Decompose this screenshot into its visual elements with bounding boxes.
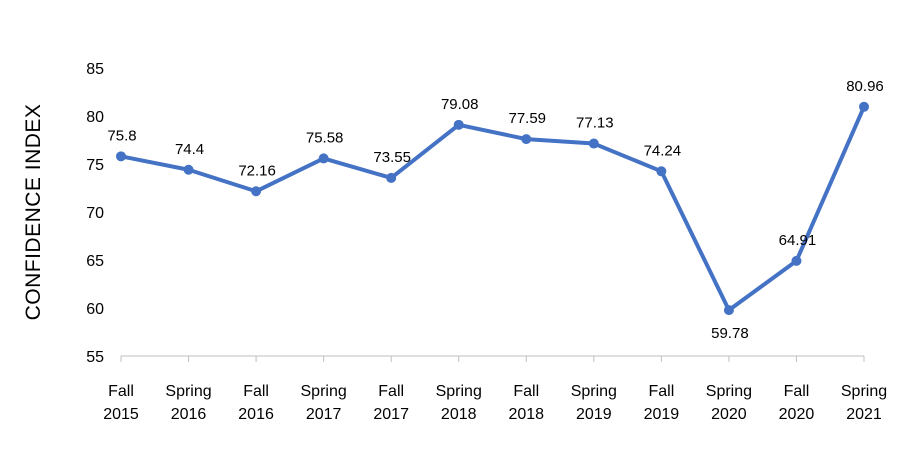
y-tick-label-80: 80 <box>86 109 104 126</box>
data-label: 73.55 <box>373 149 411 166</box>
data-label: 77.59 <box>508 110 546 127</box>
x-tick-label: Fall 2020 <box>779 383 815 423</box>
data-point <box>656 166 667 177</box>
x-tick-label: Fall 2015 <box>103 383 139 423</box>
y-axis-ticks: 55 60 65 70 75 80 85 <box>86 61 104 366</box>
data-label: 72.16 <box>238 162 276 179</box>
y-tick-label-65: 65 <box>86 253 104 270</box>
data-point <box>723 305 734 316</box>
y-tick-label-55: 55 <box>86 349 104 366</box>
data-point <box>386 172 397 183</box>
y-axis-title: CONFIDENCE INDEX <box>22 104 45 321</box>
y-tick-label-75: 75 <box>86 157 104 174</box>
x-tick-label: Spring 2017 <box>301 383 347 423</box>
data-label: 64.91 <box>779 232 817 249</box>
data-label: 74.24 <box>644 142 682 159</box>
data-point <box>588 138 599 149</box>
x-tick-label: Spring 2019 <box>571 383 617 423</box>
data-label: 75.58 <box>306 129 344 146</box>
data-point <box>859 101 869 112</box>
x-tick-label: Fall 2018 <box>508 383 544 423</box>
data-label: 74.4 <box>175 141 204 158</box>
y-tick-label-60: 60 <box>86 301 104 318</box>
x-axis: Fall 2015 Spring 2016 Fall 2016 Spring 2017 Fall… <box>103 355 887 423</box>
y-tick-label-70: 70 <box>86 205 104 222</box>
x-tick-label: Spring 2016 <box>165 383 211 423</box>
data-label: 77.13 <box>576 115 614 132</box>
y-tick-label-85: 85 <box>86 61 104 78</box>
data-point <box>318 153 329 164</box>
x-tick-label: Spring 2018 <box>436 383 482 423</box>
data-label: 75.8 <box>107 127 136 144</box>
x-tick-label: Fall 2017 <box>373 383 409 423</box>
series-group <box>116 101 869 316</box>
data-point <box>453 119 464 130</box>
series-line <box>119 104 866 313</box>
data-label: 59.78 <box>711 325 749 342</box>
data-point <box>251 186 262 197</box>
data-label: 79.08 <box>441 96 479 113</box>
data-labels-group: 75.8 74.4 72.16 75.58 73.55 79.08 77.59 77.13 74… <box>107 78 883 342</box>
data-label: 80.96 <box>846 78 884 95</box>
data-point <box>791 255 802 266</box>
x-tick-label: Fall 2019 <box>644 383 680 423</box>
data-point <box>116 151 126 162</box>
data-point <box>183 164 194 175</box>
x-tick-label: Spring 2021 <box>841 383 887 423</box>
x-tick-label: Fall 2016 <box>238 383 274 423</box>
x-tick-label: Spring 2020 <box>706 383 752 423</box>
data-point <box>521 134 532 145</box>
